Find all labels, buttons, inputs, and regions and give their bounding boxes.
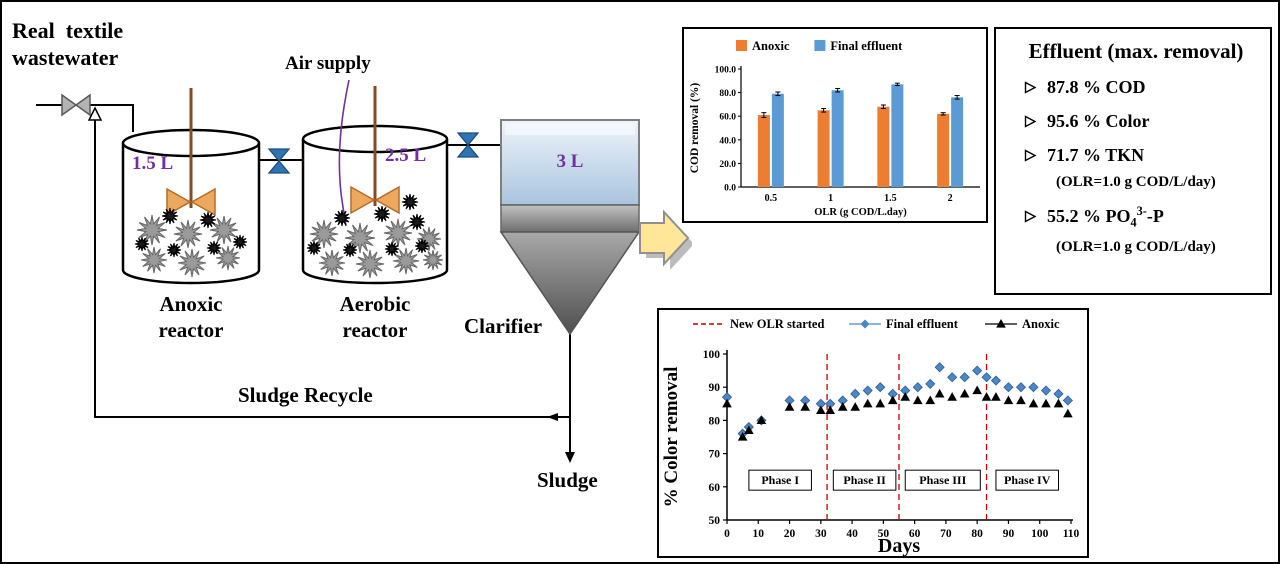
svg-text:80: 80 (971, 528, 983, 540)
svg-text:Days: Days (878, 535, 920, 556)
svg-text:Phase I: Phase I (761, 473, 799, 487)
aerobic-stirrer-icon (350, 86, 400, 215)
svg-text:2: 2 (948, 193, 953, 204)
air-supply-label: Air supply (285, 53, 371, 74)
svg-text:1.5: 1.5 (884, 193, 897, 204)
svg-text:80: 80 (709, 415, 721, 427)
arrowhead-bullet-icon (1024, 81, 1037, 94)
arrowhead-bullet-icon (1024, 149, 1037, 162)
effluent-item-olr-note-1: (OLR=1.0 g COD/L/day) (1056, 174, 1264, 191)
effluent-item-tkn: 71.7 % TKN (1024, 145, 1264, 166)
cod-removal-bar-chart-svg: 0.0 20.0 40.0 60.0 80.0 100.0 0.5 1 1.5 2 Anoxic Fi… (689, 39, 980, 218)
phase-box (904, 469, 981, 491)
phase-box (748, 469, 812, 491)
effluent-item-text: 71.7 % TKN (1047, 145, 1145, 165)
color-removal-scatter-chart: 0 10 20 30 40 50 60 70 80 90 100 110 50 60 70 80 90 100 Ph… (657, 308, 1089, 558)
svg-text:90: 90 (709, 382, 721, 394)
valve-anoxic-aerobic-icon (267, 148, 291, 174)
series-final-effluent (721, 362, 1073, 439)
arrowhead-bullet-icon (1024, 210, 1037, 223)
svg-text:60: 60 (909, 528, 921, 540)
svg-text:0.0: 0.0 (724, 184, 736, 194)
svg-text:OLR (g COD/L.day): OLR (g COD/L.day) (814, 207, 907, 218)
effluent-summary-box: Effluent (max. removal) 87.8 % COD 95.6 … (994, 27, 1272, 295)
svg-text:90: 90 (1003, 528, 1015, 540)
svg-text:30: 30 (815, 528, 827, 540)
svg-text:% Color removal: % Color removal (661, 367, 682, 508)
effluent-item-text: 95.6 % Color (1047, 111, 1150, 131)
svg-text:50: 50 (709, 515, 721, 527)
svg-text:1: 1 (828, 193, 833, 204)
svg-text:70: 70 (709, 449, 721, 461)
effluent-item-color: 95.6 % Color (1024, 111, 1264, 132)
svg-text:100.0: 100.0 (715, 66, 737, 76)
svg-text:80.0: 80.0 (719, 89, 736, 99)
effluent-item-phosphate: 55.2 % PO43--P (1024, 204, 1264, 231)
svg-text:100: 100 (703, 349, 721, 361)
effluent-arrow-icon (639, 209, 692, 270)
svg-text:Phase IV: Phase IV (1004, 473, 1051, 487)
process-flow-diagram (36, 79, 692, 463)
svg-text:100: 100 (1031, 528, 1049, 540)
svg-text:40: 40 (846, 528, 858, 540)
effluent-item-olr-note-2: (OLR=1.0 g COD/L/day) (1056, 239, 1264, 256)
svg-text:10: 10 (753, 528, 765, 540)
arrowhead-bullet-icon (1024, 115, 1037, 128)
biomass-granules-anoxic (134, 207, 248, 278)
valve-aerobic-clarifier-icon (456, 132, 480, 158)
effluent-item-text: 87.8 % COD (1047, 77, 1146, 97)
effluent-item-cod: 87.8 % COD (1024, 77, 1264, 98)
svg-text:Anoxic: Anoxic (1022, 317, 1060, 331)
effluent-item-text: (OLR=1.0 g COD/L/day) (1056, 238, 1216, 255)
phase-box (995, 469, 1059, 491)
clarifier-volume-label: 3 L (556, 151, 584, 172)
anoxic-stirrer-icon (166, 88, 216, 217)
svg-text:0.5: 0.5 (765, 193, 778, 204)
svg-text:60.0: 60.0 (719, 113, 736, 123)
svg-text:Anoxic: Anoxic (752, 39, 790, 53)
svg-text:Phase III: Phase III (919, 473, 966, 487)
anoxic-reactor-label: Anoxic reactor (158, 292, 224, 342)
biomass-granules-aerobic (306, 193, 444, 279)
clarifier-label: Clarifier (464, 314, 543, 338)
feed-line (36, 104, 134, 132)
svg-text:New OLR started: New OLR started (730, 317, 824, 331)
effluent-box-title: Effluent (max. removal) (1028, 39, 1244, 63)
clarifier-vessel (499, 119, 641, 336)
aerobic-reactor-label: Aerobic reactor (339, 292, 411, 342)
svg-text:70: 70 (940, 528, 952, 540)
sludge-label: Sludge (537, 468, 598, 492)
sludge-recycle-label: Sludge Recycle (238, 383, 373, 407)
air-supply-line (338, 79, 350, 227)
aerobic-volume-label: 2.5 L (385, 145, 427, 166)
recycle-arrowhead-icon (87, 106, 103, 121)
phase-box (832, 469, 897, 491)
recycle-flow-arrow-icon (547, 413, 558, 421)
anoxic-volume-label: 1.5 L (132, 153, 174, 174)
svg-text:110: 110 (1063, 528, 1080, 540)
sludge-recycle-line (87, 106, 570, 421)
sludge-arrowhead-icon (565, 452, 575, 463)
effluent-item-text: (OLR=1.0 g COD/L/day) (1056, 174, 1216, 190)
effluent-item-text: 55.2 % PO43--P (1047, 204, 1164, 230)
color-removal-scatter-chart-svg: 0 10 20 30 40 50 60 70 80 90 100 110 50 60 70 80 90 100 Ph… (661, 317, 1080, 557)
svg-text:60: 60 (709, 482, 721, 494)
svg-text:COD removal (%): COD removal (%) (689, 83, 701, 174)
svg-text:50: 50 (878, 528, 890, 540)
svg-text:Final effluent: Final effluent (830, 39, 903, 53)
influent-label: Real textile wastewater (12, 18, 124, 70)
svg-text:20: 20 (784, 528, 796, 540)
feed-valve-icon (61, 93, 91, 117)
svg-text:Phase II: Phase II (843, 473, 886, 487)
svg-text:Final effluent: Final effluent (886, 317, 959, 331)
cod-removal-bar-chart: 0.0 20.0 40.0 60.0 80.0 100.0 0.5 1 1.5 2 Anoxic Fi… (682, 27, 988, 223)
sludge-line (565, 334, 575, 463)
series-anoxic (722, 385, 1073, 441)
svg-text:20.0: 20.0 (719, 160, 736, 170)
svg-text:0: 0 (724, 528, 730, 540)
svg-text:40.0: 40.0 (719, 136, 736, 146)
